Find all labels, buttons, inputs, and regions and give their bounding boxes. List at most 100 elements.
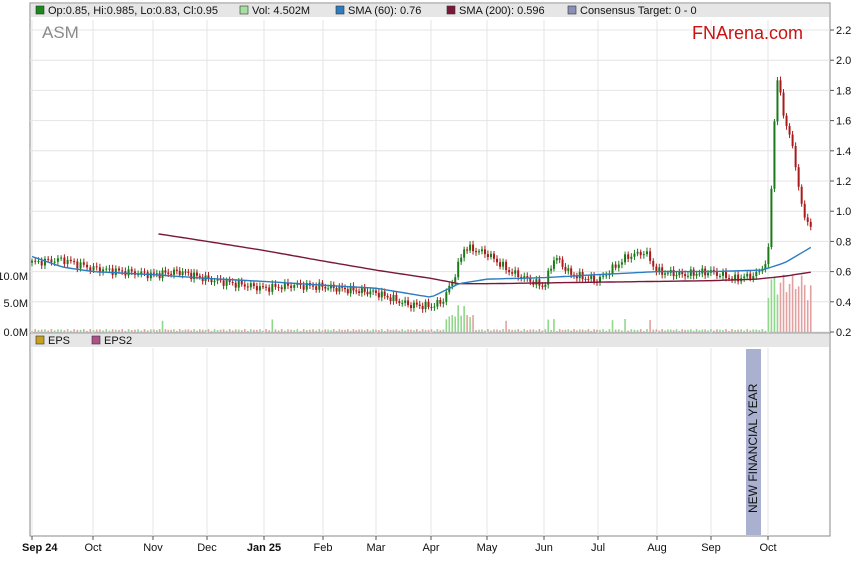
- candle-body: [213, 280, 216, 283]
- volume-bar: [369, 330, 372, 332]
- candle-body: [567, 268, 570, 271]
- volume-bar: [725, 329, 727, 332]
- volume-bar: [526, 330, 529, 332]
- volume-bar: [639, 329, 642, 332]
- volume-bar: [181, 330, 184, 332]
- candle-body: [53, 261, 56, 263]
- candle-body: [105, 268, 108, 270]
- volume-bar: [593, 329, 595, 332]
- volume-bar: [225, 330, 228, 332]
- volume-bar: [398, 330, 401, 332]
- candle-body: [95, 266, 98, 268]
- volume-bar: [158, 329, 161, 332]
- x-tick-label: Jan 25: [247, 542, 281, 554]
- volume-bar: [338, 329, 341, 332]
- volume-bar: [253, 329, 255, 332]
- volume-bar: [193, 329, 195, 332]
- volume-bar: [341, 329, 343, 332]
- candle-body: [605, 275, 608, 277]
- volume-bar: [722, 329, 724, 332]
- candle-body: [82, 262, 85, 265]
- legend: Op:0.85, Hi:0.985, Lo:0.83, Cl:0.95 Vol: …: [35, 5, 697, 17]
- candle-body: [290, 285, 293, 288]
- candle-body: [198, 275, 201, 278]
- volume-bar: [418, 330, 421, 332]
- volume-bar: [99, 329, 101, 332]
- volume-bar: [617, 329, 620, 332]
- candle-body: [43, 258, 46, 266]
- annotation-band: [746, 349, 761, 535]
- volume-bar: [372, 329, 374, 332]
- candle-body: [243, 284, 246, 287]
- volume-bar: [44, 329, 46, 332]
- candle-body: [127, 269, 130, 276]
- volume-bar: [167, 329, 170, 332]
- volume-tick-label: 0.0M: [4, 327, 28, 339]
- financial-year-annotation: NEW FINANCIAL YEAR: [746, 349, 761, 535]
- legend-swatch: [35, 5, 45, 15]
- candle-body: [611, 264, 614, 274]
- volume-bar: [667, 329, 669, 332]
- volume-bar: [436, 329, 439, 332]
- sma-60-line: [31, 246, 812, 298]
- legend-label: SMA (200): 0.596: [459, 5, 545, 17]
- candle-body: [421, 305, 424, 310]
- volume-bar: [624, 319, 626, 332]
- volume-bar: [170, 329, 172, 332]
- volume-bar: [50, 329, 53, 332]
- candle-body: [721, 271, 724, 276]
- candle-body: [178, 270, 181, 275]
- volume-bar: [587, 329, 590, 332]
- volume-bar: [454, 316, 457, 332]
- volume-bar: [684, 329, 686, 332]
- candle-body: [649, 251, 652, 261]
- volume-bar: [361, 329, 363, 332]
- candle-body: [56, 258, 59, 262]
- volume-bar: [652, 329, 655, 332]
- volume-bar: [134, 329, 136, 332]
- volume-bar: [532, 329, 535, 332]
- volume-bar: [228, 329, 231, 332]
- candle-body: [451, 282, 454, 286]
- volume-bar: [590, 330, 593, 332]
- legend-label: Consensus Target: 0 - 0: [580, 5, 697, 17]
- volume-bar: [89, 329, 92, 332]
- volume-bar: [728, 330, 730, 332]
- x-axis: Sep 24 Oct Nov Dec Jan 25 Feb Mar Apr May Jun Jul A…: [22, 536, 777, 554]
- candle-body: [620, 262, 623, 265]
- volume-bar: [782, 274, 785, 332]
- volume-bar: [204, 329, 207, 332]
- volume-bar: [386, 329, 389, 332]
- volume-bar: [296, 329, 299, 332]
- volume-bar: [496, 329, 498, 332]
- volume-bar: [794, 289, 797, 332]
- candle-body: [728, 277, 731, 279]
- volume-bar: [222, 329, 225, 332]
- volume-bar: [156, 330, 158, 332]
- volume-bar: [442, 329, 445, 332]
- candle-body: [652, 260, 655, 267]
- volume-bar: [433, 330, 436, 332]
- volume-bar: [161, 320, 164, 332]
- candle-body: [624, 254, 627, 263]
- candle-body: [404, 300, 407, 303]
- volume-bar: [243, 329, 246, 332]
- candle-body: [614, 264, 617, 268]
- volume-bar: [330, 330, 332, 332]
- candle-body: [338, 286, 341, 292]
- candle-body: [593, 275, 596, 282]
- candle-body: [312, 285, 315, 287]
- candle-body: [552, 260, 555, 269]
- candle-body: [31, 260, 33, 263]
- volume-bar: [375, 329, 377, 332]
- volume-bar: [541, 330, 544, 332]
- candle-body: [76, 261, 79, 269]
- candle-body: [558, 258, 561, 260]
- candle-body: [349, 285, 352, 294]
- x-tick-label: Nov: [143, 542, 163, 554]
- candle-body: [305, 282, 308, 290]
- volume-bar: [366, 329, 369, 332]
- volume-bar: [293, 329, 296, 332]
- volume-bars: [31, 274, 812, 332]
- candle-body: [514, 270, 517, 274]
